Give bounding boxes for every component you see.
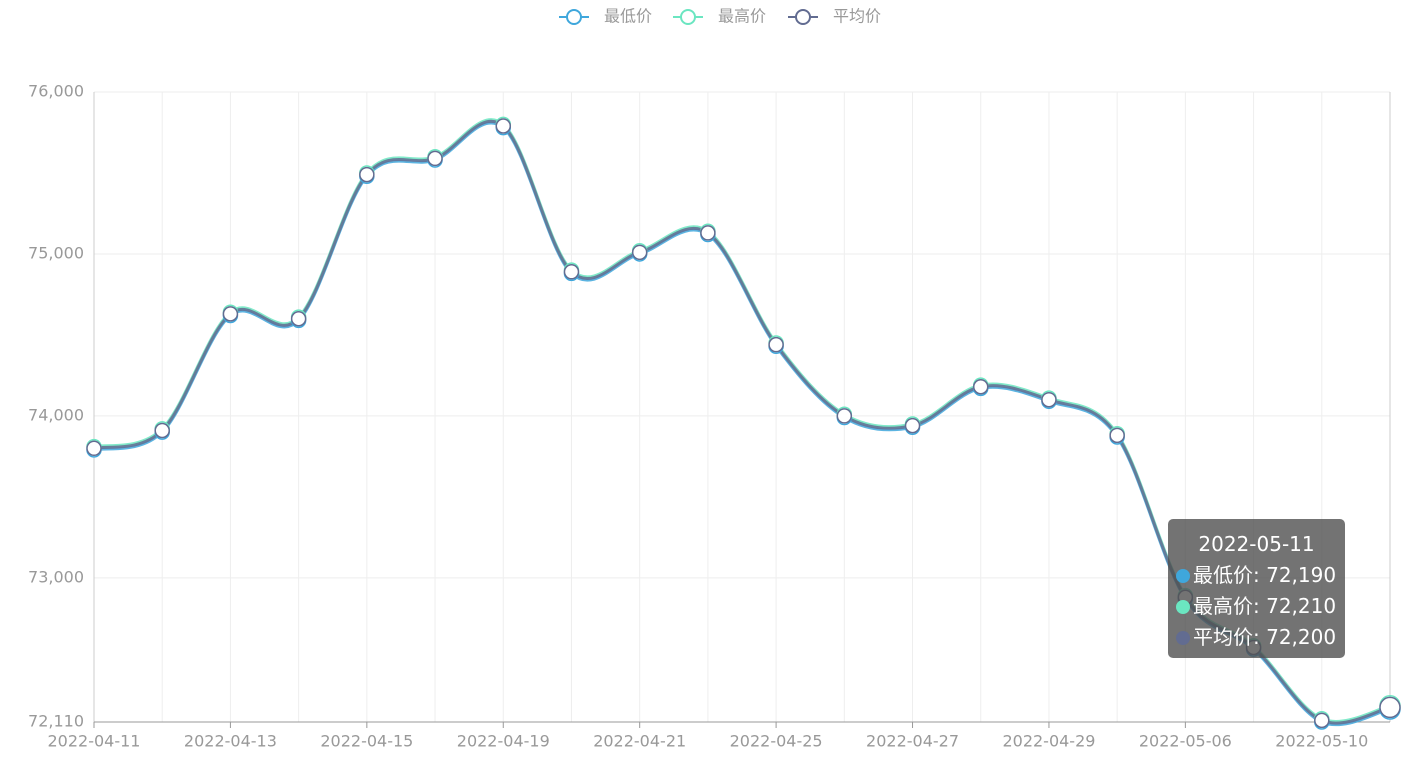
data-point [1041, 391, 1057, 408]
data-point [359, 166, 375, 183]
tooltip-dot [1176, 631, 1190, 645]
x-tick-label: 2022-04-29 [1002, 732, 1095, 751]
legend-icon [795, 9, 811, 25]
x-tick-label: 2022-04-25 [730, 732, 823, 751]
data-point [495, 118, 512, 134]
tooltip-row: 最低价: 72,190 [1176, 560, 1337, 591]
data-point [972, 379, 989, 395]
y-tick-label: 75,000 [28, 243, 84, 262]
x-tick-label: 2022-04-27 [866, 732, 959, 751]
x-tick-label: 2022-04-21 [593, 732, 686, 751]
tooltip-series: 最低价 [1193, 563, 1253, 587]
x-tick-label: 2022-04-13 [184, 732, 277, 751]
tooltip: 2022-05-11 最低价: 72,190 最高价: 72,210 平均价: 72… [1168, 519, 1345, 658]
y-tick-label: 76,000 [28, 82, 84, 101]
y-tick-label: 72,110 [28, 712, 84, 731]
legend-label: 最低价 [604, 7, 652, 26]
tooltip-row: 最高价: 72,210 [1176, 591, 1337, 622]
data-point [427, 150, 443, 167]
x-tick-label: 2022-04-15 [320, 732, 413, 751]
tooltip-series: 平均价 [1193, 625, 1253, 649]
y-tick-label: 74,000 [28, 405, 84, 424]
y-tick-label: 73,000 [28, 567, 84, 586]
legend-label: 平均价 [833, 7, 881, 26]
x-tick-label: 2022-04-19 [457, 732, 550, 751]
tooltip-value: 72,200 [1266, 625, 1337, 649]
legend-label: 最高价 [718, 7, 766, 26]
data-point [631, 244, 648, 261]
tooltip-value: 72,210 [1266, 594, 1337, 618]
data-point [1379, 696, 1401, 719]
x-tick-label: 2022-05-06 [1139, 732, 1232, 751]
data-point [700, 225, 716, 241]
data-point [1109, 427, 1125, 444]
data-point [904, 417, 921, 434]
data-point [563, 264, 580, 280]
tooltip-dot [1176, 569, 1190, 583]
data-point [222, 306, 239, 322]
data-point [768, 336, 784, 353]
tooltip-dot [1176, 600, 1190, 614]
x-tick-label: 2022-05-10 [1275, 732, 1368, 751]
x-tick-label: 2022-04-11 [48, 732, 141, 751]
tooltip-title: 2022-05-11 [1198, 532, 1315, 556]
data-point [836, 408, 853, 424]
tooltip-series: 最高价 [1193, 594, 1253, 618]
data-point [1314, 712, 1330, 729]
data-point [154, 422, 170, 439]
tooltip-row: 平均价: 72,200 [1176, 622, 1337, 653]
data-point [290, 310, 307, 327]
data-point [86, 440, 102, 457]
legend-icon [566, 9, 582, 25]
legend-icon [680, 9, 696, 25]
tooltip-value: 72,190 [1266, 563, 1337, 587]
